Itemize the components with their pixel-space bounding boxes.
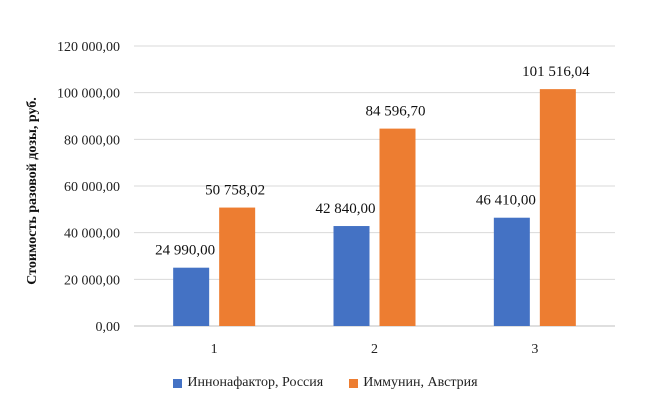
legend-label-series-2: Иммунин, Австрия [363, 375, 478, 390]
x-tick-label: 2 [371, 342, 378, 357]
legend: Иннонафактор, Россия Иммунин, Австрия [0, 375, 651, 391]
y-tick-label: 20 000,00 [64, 273, 120, 288]
legend-item-series-2: Иммунин, Австрия [349, 375, 478, 391]
y-tick-label: 120 000,00 [57, 40, 120, 55]
bar-series-2 [219, 207, 256, 326]
bar-series-1 [173, 267, 210, 326]
y-tick-label: 100 000,00 [57, 87, 120, 102]
data-label: 84 596,70 [366, 104, 426, 120]
legend-label-series-1: Иннонафактор, Россия [187, 375, 324, 390]
legend-swatch-series-2 [349, 378, 359, 388]
y-tick-label: 80 000,00 [64, 133, 120, 148]
x-tick-label: 3 [531, 342, 538, 357]
y-axis-title: Стоимость разовой дозы, руб. [25, 97, 40, 285]
y-tick-label: 0,00 [96, 320, 121, 335]
data-label: 24 990,00 [155, 243, 215, 259]
data-label: 46 410,00 [476, 193, 536, 209]
bar-series-2 [539, 89, 576, 326]
legend-item-series-1: Иннонафактор, Россия [173, 375, 323, 391]
bar-series-1 [493, 217, 530, 326]
data-label: 50 758,02 [205, 183, 265, 199]
data-label: 42 840,00 [316, 201, 376, 217]
y-tick-label: 40 000,00 [64, 227, 120, 242]
legend-swatch-series-1 [173, 378, 183, 388]
y-tick-label: 60 000,00 [64, 180, 120, 195]
bar-series-2 [379, 128, 416, 326]
bar-series-1 [333, 226, 370, 326]
x-tick-label: 1 [211, 342, 218, 357]
data-label: 101 516,04 [522, 64, 590, 80]
